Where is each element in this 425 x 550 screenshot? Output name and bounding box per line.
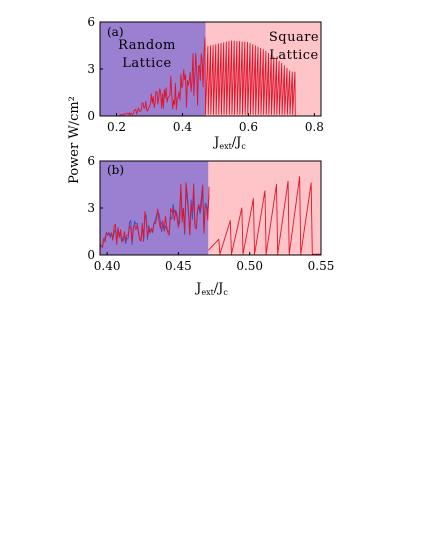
panel-b-xlabel: Jext/Jc <box>194 281 228 297</box>
panel-b-ticks: 0.40 0.45 0.50 0.55 0 3 6 <box>87 154 334 273</box>
y-tick-label: 0 <box>87 248 95 262</box>
panel-a-red-series <box>116 37 321 117</box>
y-tick-label: 6 <box>87 154 95 168</box>
panel-a-lines <box>116 37 321 117</box>
panel-a-ticks: 0.2 0.4 0.6 0.8 0 3 6 <box>87 15 324 134</box>
x-tick-label: 0.6 <box>239 120 258 134</box>
panel-a-square-label-line2: Lattice <box>269 48 318 63</box>
panel-a: 0.2 0.4 0.6 0.8 0 3 6 (a) Random Lattice Squar… <box>87 15 324 151</box>
panel-a-square-label-line1: Square <box>269 30 319 45</box>
panel-b: 0.40 0.45 0.50 0.55 0 3 6 (b) Jext/Jc <box>87 154 334 297</box>
panel-a-xlabel: Jext/Jc <box>212 135 246 151</box>
x-tick-label: 0.40 <box>94 259 121 273</box>
panel-a-random-label-line2: Lattice <box>122 56 171 71</box>
x-tick-label: 0.45 <box>165 259 192 273</box>
panel-b-label: (b) <box>107 163 124 177</box>
panel-b-random-region <box>100 161 209 255</box>
y-tick-label: 3 <box>87 201 95 215</box>
y-tick-label: 3 <box>87 62 95 76</box>
panel-a-random-label-line1: Random <box>118 38 176 53</box>
panel-b-square-region <box>208 161 321 255</box>
panel-b-lines <box>99 176 321 255</box>
y-tick-label: 0 <box>87 109 95 123</box>
panel-b-red-sawtooth-series <box>208 176 321 255</box>
panel-b-red-noisy-series <box>99 182 210 248</box>
x-tick-label: 0.50 <box>236 259 263 273</box>
x-tick-label: 0.2 <box>107 120 126 134</box>
x-tick-label: 0.55 <box>308 259 335 273</box>
x-tick-label: 0.4 <box>173 120 192 134</box>
panel-a-label: (a) <box>107 25 124 39</box>
y-axis-label: Power W/cm² <box>67 96 82 184</box>
y-tick-label: 6 <box>87 15 95 29</box>
x-tick-label: 0.8 <box>305 120 324 134</box>
